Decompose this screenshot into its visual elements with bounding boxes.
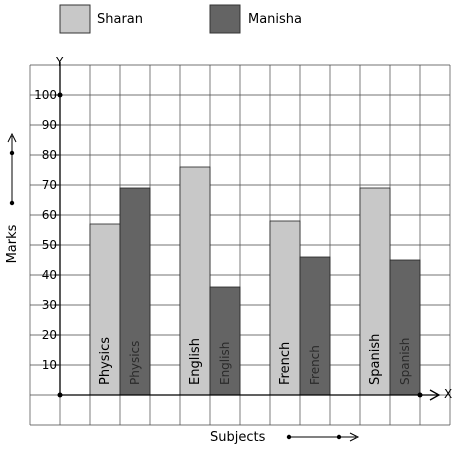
- y-tick-label: 10: [42, 358, 57, 372]
- y-tick-label: 100: [34, 88, 57, 102]
- x-axis-arrowhead: [429, 389, 441, 401]
- y-tick-label: 60: [42, 208, 57, 222]
- bar-category-label: Physics: [128, 341, 142, 385]
- x-axis-end-dot: [417, 392, 423, 398]
- legend-swatch-manisha: [209, 4, 241, 34]
- origin-dot: [57, 392, 63, 398]
- bar-manisha-spanish: [389, 259, 421, 396]
- bar-category-label: Spanish: [368, 334, 383, 385]
- y-tick-label: 40: [42, 268, 57, 282]
- bar-manisha-french: [299, 256, 331, 396]
- bar-sharan-french: [269, 220, 301, 396]
- y-tick-label: 50: [42, 238, 57, 252]
- x-axis-title: Subjects: [210, 430, 266, 445]
- bar-category-label: French: [308, 345, 322, 385]
- x-axis-letter: X: [444, 387, 452, 401]
- bars: Physics Physics English English French French…: [89, 166, 421, 396]
- y-tick-label: 80: [42, 148, 57, 162]
- y-axis-title-arrow: [7, 132, 17, 206]
- axes: X Y: [55, 55, 452, 401]
- y-axis-title: Marks: [5, 224, 20, 263]
- legend-label-sharan: Sharan: [97, 12, 143, 27]
- legend: Sharan Manisha: [59, 4, 302, 34]
- bar-category-label: French: [278, 342, 293, 385]
- bar-sharan-physics: [89, 223, 121, 396]
- bar-category-label: Spanish: [398, 338, 412, 385]
- y-tick-label: 70: [42, 178, 57, 192]
- x-axis-title-arrow: [286, 432, 360, 442]
- y-tick-label: 90: [42, 118, 57, 132]
- bar-category-label: English: [218, 342, 232, 385]
- y-axis-letter: Y: [55, 55, 64, 69]
- bar-category-label: Physics: [98, 337, 113, 385]
- legend-swatch-sharan: [59, 4, 91, 34]
- bar-category-label: English: [188, 338, 203, 385]
- y-axis-end-dot: [57, 92, 63, 98]
- y-tick-label: 30: [42, 298, 57, 312]
- legend-label-manisha: Manisha: [248, 12, 302, 27]
- y-tick-labels: 10 20 30 40 50 60 70 80 90 100: [34, 88, 59, 372]
- bar-sharan-spanish: [359, 187, 391, 396]
- y-tick-label: 20: [42, 328, 57, 342]
